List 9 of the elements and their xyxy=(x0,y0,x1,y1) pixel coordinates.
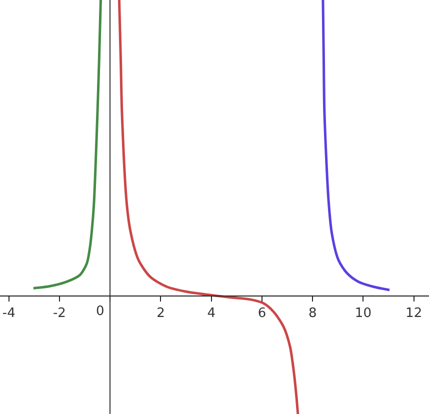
x-tick-label: -2 xyxy=(52,306,66,321)
x-tick-label: -4 xyxy=(2,306,16,321)
x-tick-label: 6 xyxy=(258,306,266,321)
x-tick-label: 10 xyxy=(354,306,372,321)
x-tick-label: 2 xyxy=(156,306,165,321)
x-tick-label: 4 xyxy=(207,306,216,321)
x-tick-label: 8 xyxy=(308,306,317,321)
x-tick-label: 12 xyxy=(406,306,422,321)
x-tick-label: 0 xyxy=(96,304,104,319)
